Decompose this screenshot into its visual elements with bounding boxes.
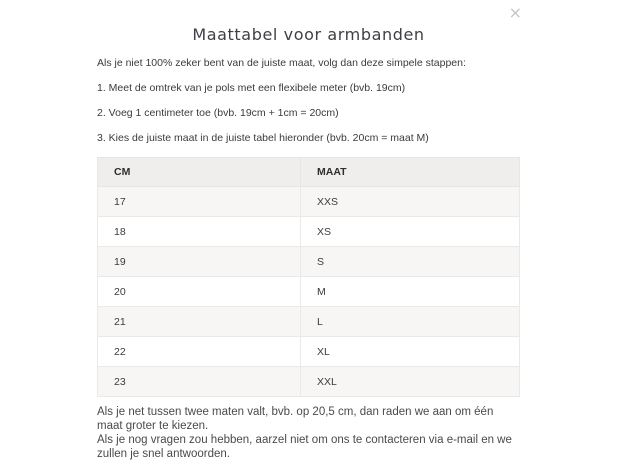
table-row: 18 XS <box>97 216 520 247</box>
step-item: 1. Meet de omtrek van je pols met een fl… <box>97 82 406 94</box>
note-between-sizes: Als je net tussen twee maten valt, bvb. … <box>97 406 494 432</box>
table-row: 21 L <box>97 306 520 337</box>
note-contact: Als je nog vragen zou hebben, aarzel nie… <box>97 434 512 460</box>
step-item: 3. Kies de juiste maat in de juiste tabe… <box>97 132 429 144</box>
cell-maat: XXS <box>300 186 520 217</box>
dialog-title: Maattabel voor armbanden <box>192 25 425 44</box>
cell-maat: XXL <box>300 366 520 397</box>
cell-cm: 23 <box>97 366 301 397</box>
cell-cm: 19 <box>97 246 301 277</box>
size-table-header: CM MAAT <box>97 157 520 187</box>
cell-cm: 20 <box>97 276 301 307</box>
table-row: 17 XXS <box>97 186 520 217</box>
cell-maat: XS <box>300 216 520 247</box>
close-button[interactable]: × <box>503 1 528 25</box>
column-header-maat: MAAT <box>300 157 520 187</box>
table-row: 20 M <box>97 276 520 307</box>
table-row: 23 XXL <box>97 366 520 397</box>
step-item: 2. Voeg 1 centimeter toe (bvb. 19cm + 1c… <box>97 107 339 119</box>
cell-maat: M <box>300 276 520 307</box>
cell-cm: 21 <box>97 306 301 337</box>
steps-list: 1. Meet de omtrek van je pols met een fl… <box>97 82 520 145</box>
size-table-body: 17 XXS 18 XS 19 S 20 M 21 L 22 XL 23 XXL <box>97 186 520 397</box>
table-row: 19 S <box>97 246 520 277</box>
cell-cm: 18 <box>97 216 301 247</box>
table-header-row: CM MAAT <box>97 157 520 187</box>
table-row: 22 XL <box>97 336 520 367</box>
cell-cm: 22 <box>97 336 301 367</box>
close-icon: × <box>508 3 522 22</box>
cell-maat: XL <box>300 336 520 367</box>
size-table: CM MAAT 17 XXS 18 XS 19 S 20 M 21 L 22 XL 23 XXL <box>97 157 520 397</box>
cell-maat: L <box>300 306 520 337</box>
intro-text: Als je niet 100% zeker bent van de juist… <box>97 57 466 69</box>
column-header-cm: CM <box>97 157 301 187</box>
cell-cm: 17 <box>97 186 301 217</box>
cell-maat: S <box>300 246 520 277</box>
